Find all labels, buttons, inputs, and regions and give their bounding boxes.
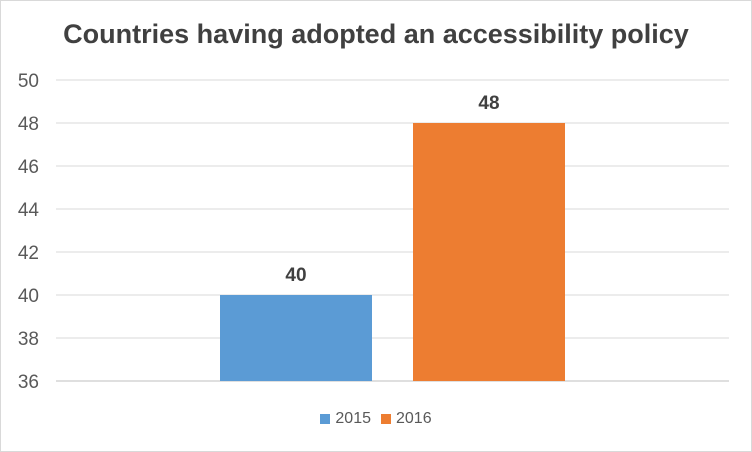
chart-title: Countries having adopted an accessibilit… [63, 19, 689, 49]
legend-item-2016: 2016 [381, 410, 432, 428]
legend-item-2015: 2015 [320, 410, 371, 428]
legend-label-2015: 2015 [335, 410, 371, 427]
data-label-2016: 48 [478, 93, 499, 114]
data-label-2015: 40 [285, 265, 306, 286]
legend: 2015 2016 [1, 410, 751, 428]
y-tick-label-38: 38 [18, 329, 39, 350]
y-tick-label-44: 44 [18, 200, 40, 221]
y-tick-label-46: 46 [18, 157, 39, 178]
y-tick-label-48: 48 [18, 114, 39, 135]
bar-2016 [413, 123, 565, 381]
legend-swatch-2015 [320, 414, 331, 424]
y-tick-label-40: 40 [18, 286, 39, 307]
y-tick-label-42: 42 [18, 243, 39, 264]
legend-swatch-2016 [381, 414, 391, 424]
y-tick-label-36: 36 [18, 372, 39, 393]
bar-2015 [220, 295, 372, 381]
legend-label-2016: 2016 [396, 410, 432, 427]
y-tick-label-50: 50 [18, 71, 39, 92]
